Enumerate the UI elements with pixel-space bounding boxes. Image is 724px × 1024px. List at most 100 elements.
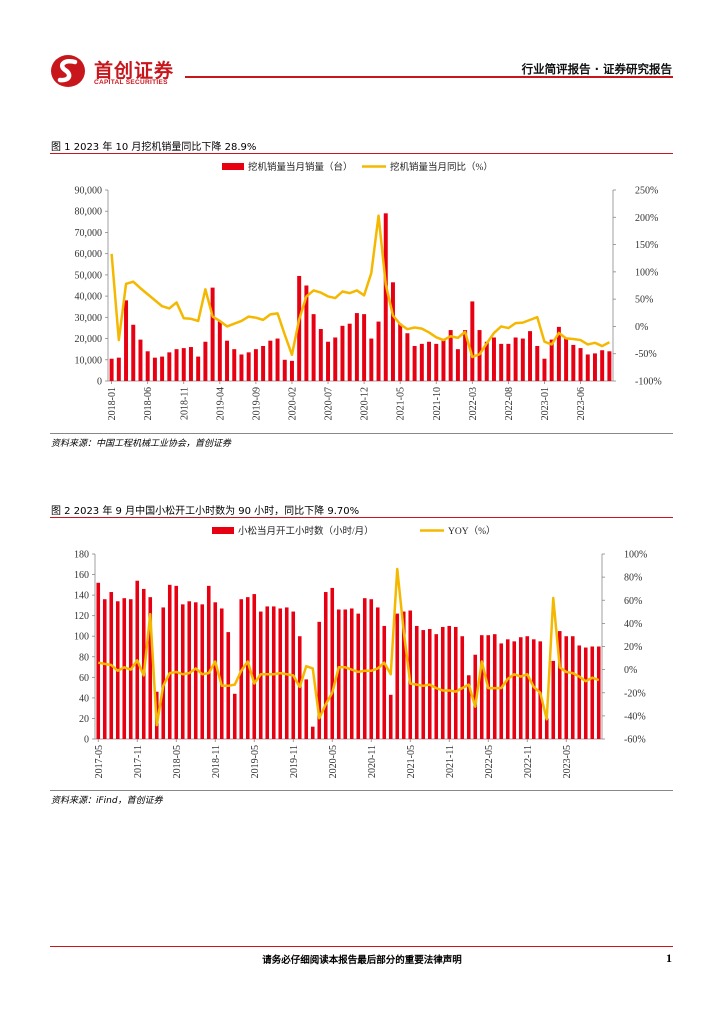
bar [473, 654, 478, 739]
bar [583, 647, 588, 739]
komatsu-hours-chart: 小松当月开工小时数（小时/月） YOY（%） 0 20 40 60 80 100 120 140 1… [74, 525, 647, 778]
bar [161, 607, 166, 739]
bar [219, 608, 224, 739]
bar [414, 625, 419, 739]
bar [317, 621, 322, 739]
bar [326, 341, 331, 381]
bar [333, 337, 338, 381]
bar [354, 313, 359, 381]
bar [148, 597, 153, 739]
bar [145, 351, 150, 381]
bar [570, 636, 575, 739]
y-left-tick-label: 60 [79, 673, 89, 684]
bar [210, 287, 215, 381]
bar [268, 340, 273, 381]
x-tick-label: 2021-10 [432, 387, 443, 420]
x-tick-label: 2018-11 [179, 387, 190, 420]
bar [421, 630, 426, 739]
bar [124, 300, 129, 381]
y-left-tick-label: 40 [79, 693, 89, 704]
bar [180, 604, 185, 739]
bar [330, 587, 335, 739]
bar [513, 337, 518, 381]
bar [448, 330, 453, 381]
bar [578, 348, 583, 381]
bar [200, 604, 205, 739]
y-right-tick-label: -40% [624, 711, 646, 722]
figure1-source: 资料来源：中国工程机械工业协会，首创证券 [51, 439, 232, 449]
bar [152, 357, 157, 381]
y-left-tick-label: 80 [79, 652, 89, 663]
bar [232, 693, 237, 739]
y-right-tick-label: -60% [624, 735, 646, 746]
bar [525, 636, 530, 739]
x-tick-label: 2021-05 [406, 745, 417, 778]
bar [542, 358, 547, 381]
legend-label-bar: 小松当月开工小时数（小时/月） [238, 525, 374, 537]
legend-label-bar: 挖机销量当月销量（台） [248, 161, 353, 173]
bar [453, 626, 458, 739]
figure2-top-rule [50, 517, 673, 518]
y-right-tick-label: 60% [624, 596, 642, 607]
bar [356, 613, 361, 739]
bar [505, 639, 510, 739]
bar [440, 626, 445, 739]
bar [362, 598, 367, 739]
bar [590, 646, 595, 739]
excavator-sales-chart: 挖机销量当月销量（台） 挖机销量当月同比（%） 0 10,000 20,000 30,00… [75, 161, 662, 420]
bar [174, 349, 179, 381]
bar [271, 606, 276, 739]
y-left-tick-label: 0 [97, 377, 102, 388]
y-right-tick-label: 20% [624, 642, 642, 653]
bar [382, 625, 387, 739]
legal-disclaimer-notice: 请务必仔细阅读本报告最后部分的重要法律声明 [262, 955, 462, 966]
x-tick-label: 2023-01 [540, 387, 551, 420]
x-tick-label: 2020-02 [287, 387, 298, 420]
figure2-title: 图 2 2023 年 9 月中国小松开工小时数为 90 小时，同比下降 9.70… [51, 506, 360, 517]
header-divider [185, 76, 673, 78]
bar [585, 354, 590, 381]
x-tick-label: 2019-05 [250, 745, 261, 778]
yoy-line [98, 567, 600, 727]
bar [116, 357, 121, 381]
bar [577, 645, 582, 739]
bar [96, 582, 101, 739]
legend-label-line: 挖机销量当月同比（%） [390, 161, 493, 173]
bar [349, 608, 354, 739]
bar [592, 353, 597, 381]
y-right-tick-label: -100% [635, 377, 662, 388]
bar [564, 337, 569, 381]
bar [318, 329, 323, 381]
x-tick-label: 2023-05 [562, 745, 573, 778]
y-right-tick-label: 0% [624, 665, 637, 676]
bar [245, 597, 250, 739]
yoy-line [110, 214, 610, 359]
legend-swatch-bar [222, 163, 244, 170]
bar [419, 343, 424, 381]
y-right-tick-label: 250% [635, 186, 658, 197]
x-tick-label: 2023-06 [576, 387, 587, 420]
bar [441, 339, 446, 381]
y-left-tick-label: 30,000 [75, 313, 103, 324]
x-tick-label: 2020-11 [367, 745, 378, 778]
x-tick-label: 2019-09 [251, 387, 262, 420]
figure1-title: 图 1 2023 年 10 月挖机销量同比下降 28.9% [51, 142, 257, 153]
y-left-tick-label: 0 [84, 735, 89, 746]
y-right-tick-label: 150% [635, 240, 658, 251]
bar [520, 338, 525, 381]
bar [275, 338, 280, 381]
bar [369, 338, 374, 381]
bar [499, 343, 504, 381]
figure1-top-rule [50, 153, 673, 154]
x-tick-label: 2020-05 [328, 745, 339, 778]
y-right-tick-label: 100% [624, 550, 647, 561]
bar [479, 635, 484, 739]
y-left-tick-label: 70,000 [75, 228, 103, 239]
bar [196, 356, 201, 381]
bar [556, 326, 561, 381]
bar [535, 345, 540, 381]
bar [557, 631, 562, 739]
bar [343, 609, 348, 739]
bar [412, 345, 417, 381]
bar [401, 611, 406, 739]
